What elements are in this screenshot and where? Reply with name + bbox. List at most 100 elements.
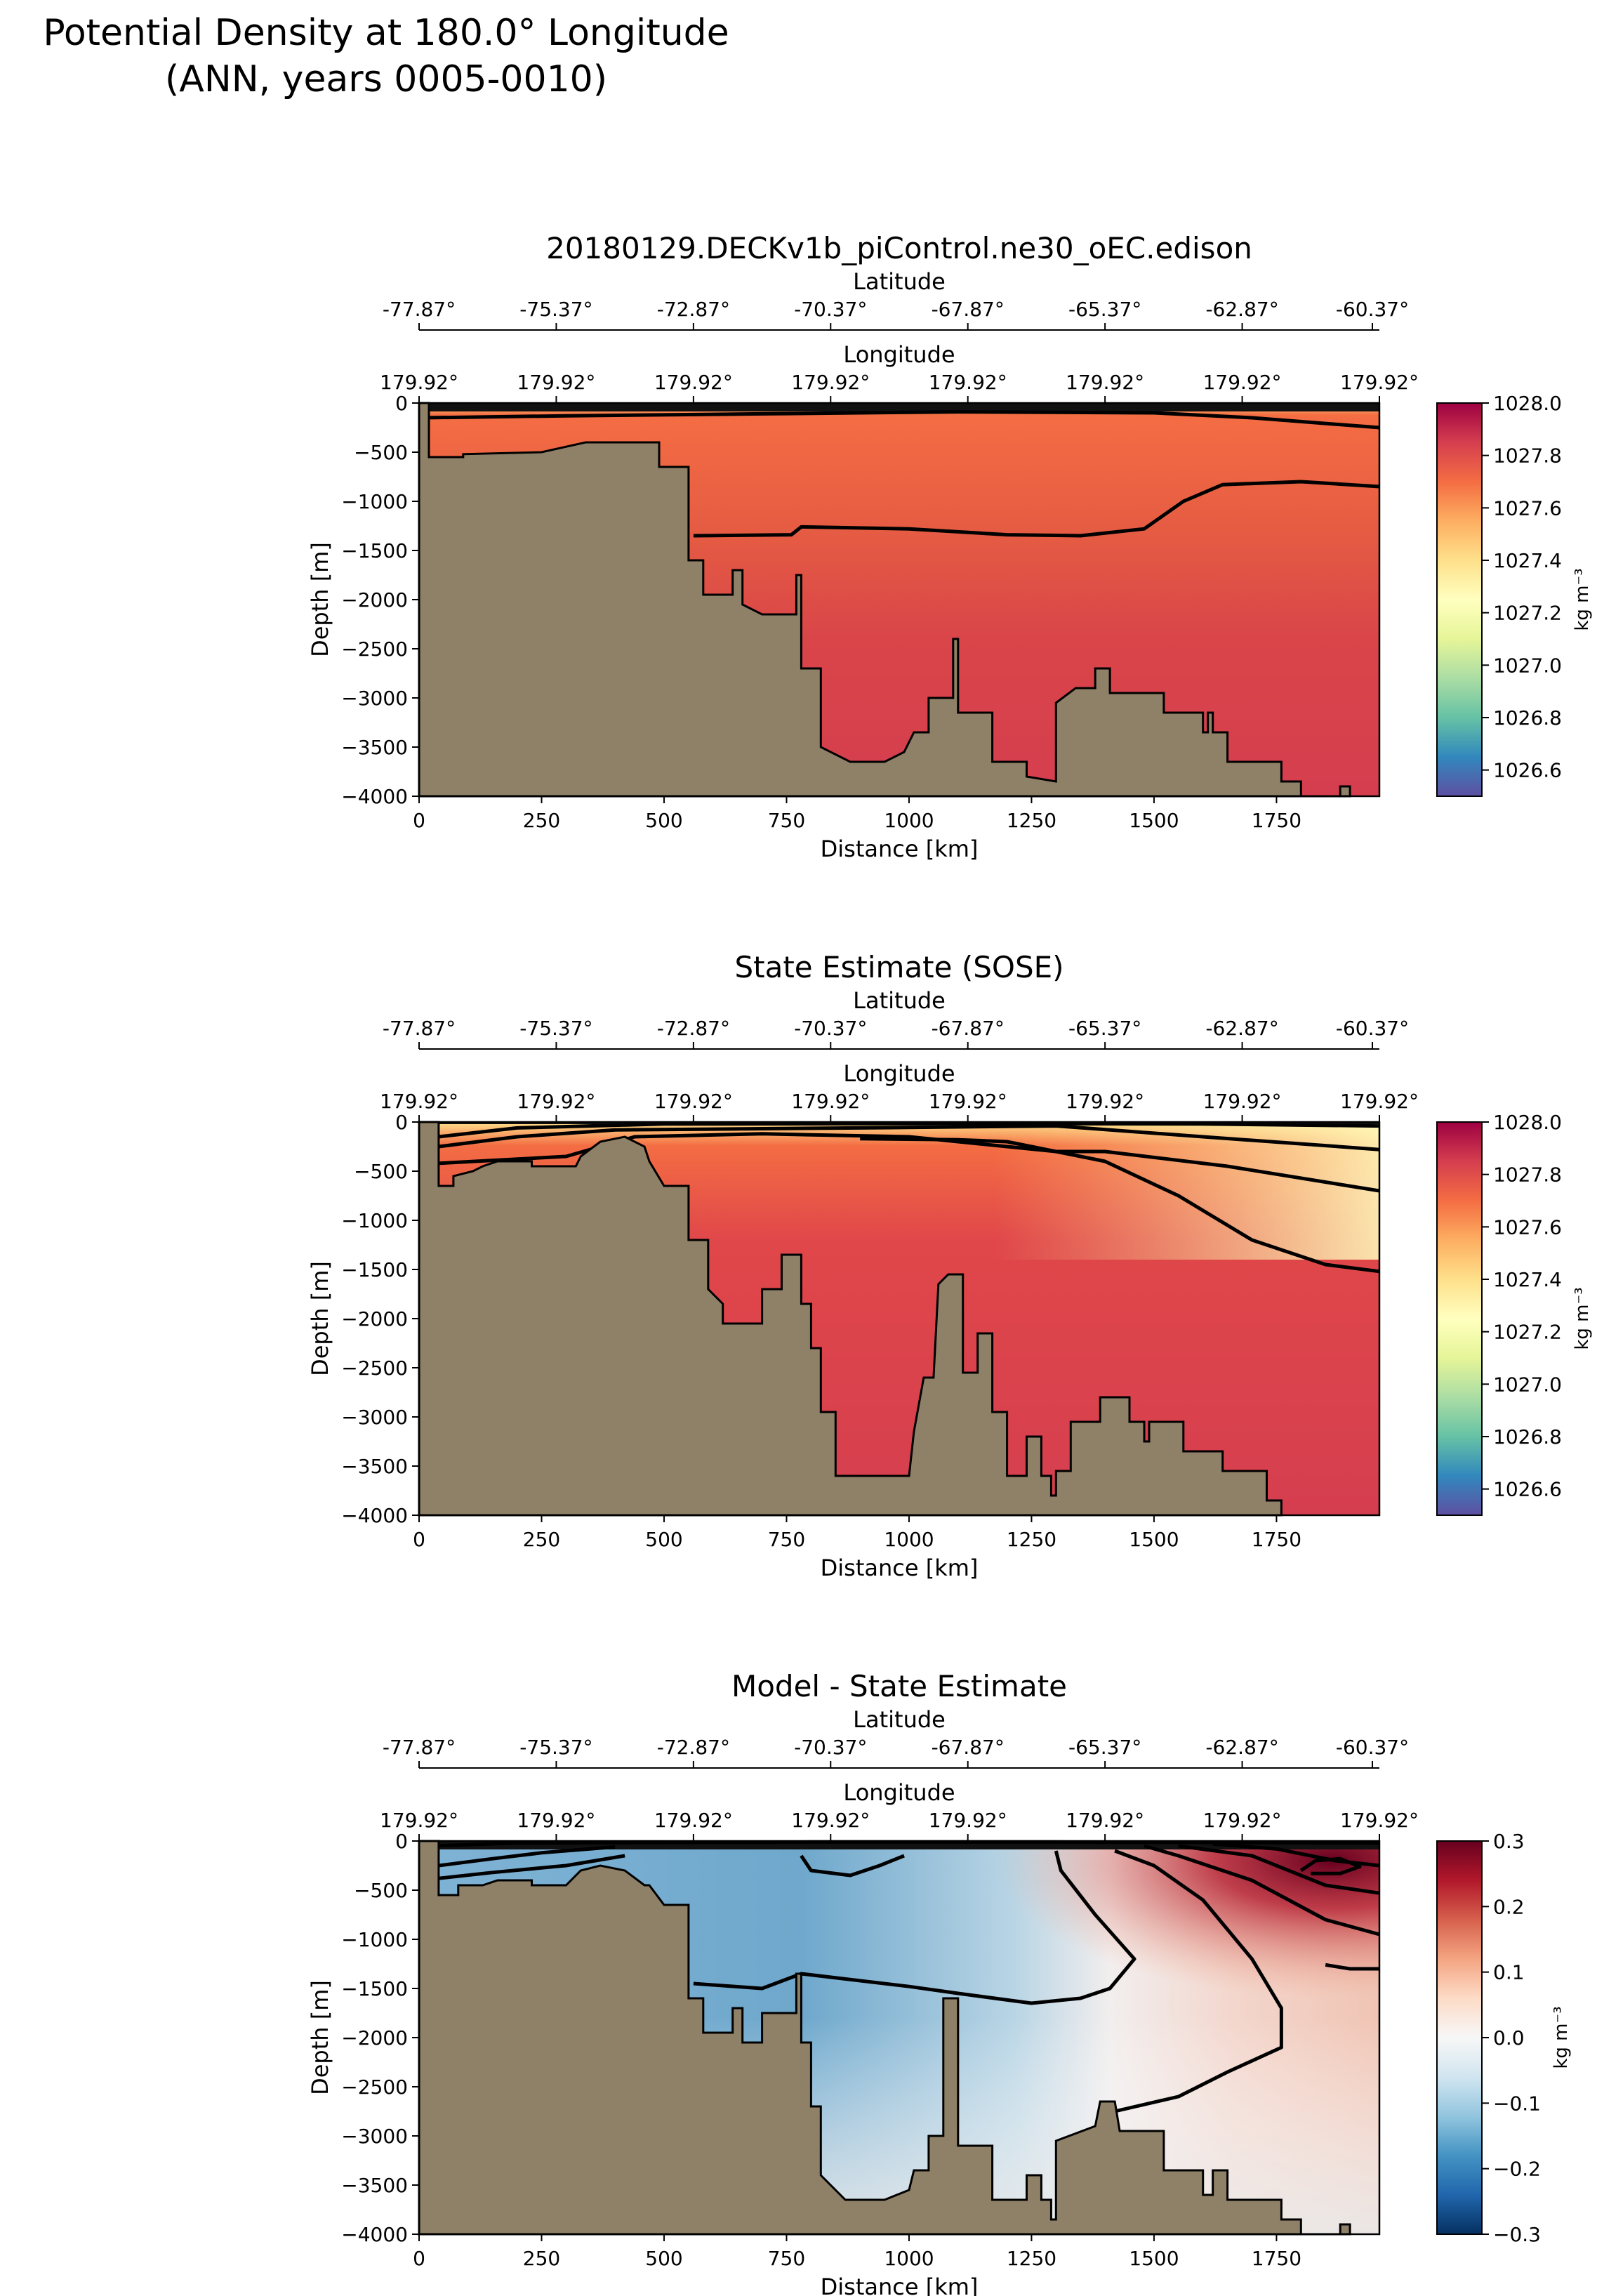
lat-tick-label: -65.37° — [1068, 1017, 1141, 1040]
lon-tick-label: 179.92° — [654, 1809, 733, 1832]
lat-tick-label: -62.87° — [1205, 1017, 1278, 1040]
contour-line — [1144, 1844, 1380, 1937]
x-tick-label: 1000 — [884, 2247, 934, 2270]
lat-tick-label: -72.87° — [657, 298, 730, 321]
lon-tick-label: 179.92° — [654, 371, 733, 394]
y-tick-label: −2000 — [341, 1307, 408, 1331]
colorbar-tick-label: 0.3 — [1493, 1830, 1525, 1853]
y-tick-label: −3000 — [341, 1406, 408, 1429]
x-tick-label: 500 — [645, 809, 682, 832]
x-tick-label: 750 — [768, 809, 805, 832]
colorbar-tick-label: −0.1 — [1493, 2092, 1541, 2115]
colorbar-tick-label: 1027.4 — [1493, 1268, 1562, 1291]
contour-line — [438, 1854, 625, 1880]
lon-tick-label: 179.92° — [1066, 371, 1144, 394]
lat-tick-label: -70.37° — [794, 298, 867, 321]
y-tick-label: −4000 — [341, 1504, 408, 1527]
colorbar-tick-label: 1027.2 — [1493, 1321, 1562, 1344]
colorbar-label: kg m⁻³ — [1572, 568, 1593, 631]
colorbar-tick-label: −0.2 — [1493, 2158, 1541, 2181]
panel-1: 0 250 500 750 1000 1250 1500 1750 Distance [km] 0… — [307, 231, 1593, 862]
lon-tick-label: 179.92° — [929, 1809, 1007, 1832]
contour-line — [438, 1124, 1380, 1152]
x-tick-label: 1500 — [1129, 2247, 1179, 2270]
colorbar-label: kg m⁻³ — [1551, 2006, 1572, 2069]
colorbar-tick-label: 0.1 — [1493, 1961, 1525, 1984]
colorbar-tick-label: 1028.0 — [1493, 1111, 1562, 1134]
y-tick-label: −500 — [354, 1879, 408, 1902]
colorbar-tick-label: 1027.0 — [1493, 654, 1562, 677]
panel-title: State Estimate (SOSE) — [734, 950, 1063, 984]
y-tick-label: −2500 — [341, 2076, 408, 2099]
lon-tick-label: 179.92° — [380, 1809, 458, 1832]
colorbar-tick-label: 1027.2 — [1493, 602, 1562, 625]
y-tick-label: −1500 — [341, 1977, 408, 2000]
x-tick-label: 1500 — [1129, 809, 1179, 832]
colorbar-tick-label: 1026.8 — [1493, 1425, 1562, 1449]
y-tick-label: −3000 — [341, 2125, 408, 2148]
lat-tick-label: -65.37° — [1068, 298, 1141, 321]
colorbar-tick-label: 1027.6 — [1493, 496, 1562, 520]
lon-tick-label: 179.92° — [1340, 1090, 1419, 1113]
lat-axis-label: Latitude — [853, 268, 946, 295]
lon-axis-label: Longitude — [843, 1779, 955, 1806]
y-tick-label: −500 — [354, 1160, 408, 1183]
y-tick-label: −4000 — [341, 2223, 408, 2246]
panel-3: 0 250 500 750 1000 1250 1500 1750 Distance [km] 0… — [307, 1669, 1572, 2296]
lon-tick-label: 179.92° — [654, 1090, 733, 1113]
x-tick-label: 750 — [768, 2247, 805, 2270]
lat-tick-label: -70.37° — [794, 1017, 867, 1040]
y-tick-label: −1500 — [341, 539, 408, 562]
contour-line — [1178, 1844, 1380, 1895]
bathymetry — [418, 1121, 1283, 1517]
lat-axis-label: Latitude — [853, 1706, 946, 1733]
lon-tick-label: 179.92° — [380, 371, 458, 394]
y-tick-label: −2000 — [341, 2026, 408, 2050]
lon-tick-label: 179.92° — [1203, 1090, 1282, 1113]
x-tick-label: 1750 — [1252, 1528, 1301, 1551]
x-tick-label: 1000 — [884, 1528, 934, 1551]
panel-title: Model - State Estimate — [731, 1669, 1067, 1703]
colorbar-tick-label: 1026.6 — [1493, 1478, 1562, 1501]
panel-2: 0 250 500 750 1000 1250 1500 1750 Distance [km] 0… — [307, 950, 1593, 1581]
colorbar-tick-label: 0.2 — [1493, 1895, 1525, 1918]
panel-title: 20180129.DECKv1b_piControl.ne30_oEC.edis… — [546, 231, 1252, 265]
y-tick-label: −2000 — [341, 588, 408, 612]
lat-tick-label: -60.37° — [1336, 1017, 1409, 1040]
lon-axis-label: Longitude — [843, 341, 955, 368]
lat-tick-label: -77.87° — [383, 298, 456, 321]
x-tick-label: 1000 — [884, 809, 934, 832]
lat-tick-label: -60.37° — [1336, 1736, 1409, 1759]
surface-band — [419, 403, 1379, 411]
colorbar-label: kg m⁻³ — [1572, 1287, 1593, 1350]
y-tick-label: 0 — [395, 392, 408, 415]
lat-tick-label: -62.87° — [1205, 298, 1278, 321]
lon-tick-label: 179.92° — [1066, 1090, 1144, 1113]
y-tick-label: 0 — [395, 1111, 408, 1134]
x-tick-label: 500 — [645, 1528, 682, 1551]
colorbar-tick-label: 1027.0 — [1493, 1373, 1562, 1396]
contour-line — [1325, 1962, 1379, 1971]
x-tick-label: 1750 — [1252, 809, 1301, 832]
lat-tick-label: -72.87° — [657, 1017, 730, 1040]
lat-tick-label: -75.37° — [519, 1736, 592, 1759]
x-tick-label: 500 — [645, 2247, 682, 2270]
lon-tick-label: 179.92° — [1203, 371, 1282, 394]
lon-tick-label: 179.92° — [929, 371, 1007, 394]
colorbar — [1436, 1840, 1483, 2235]
x-tick-label: 250 — [523, 809, 560, 832]
contour-line — [428, 1840, 1380, 1848]
contour-line — [800, 1854, 905, 1878]
x-tick-label: 0 — [413, 2247, 425, 2270]
lat-axis-label: Latitude — [853, 987, 946, 1014]
x-tick-label: 750 — [768, 1528, 805, 1551]
colorbar-tick-label: −0.3 — [1493, 2223, 1541, 2246]
lat-tick-label: -65.37° — [1068, 1736, 1141, 1759]
y-tick-label: −3500 — [341, 736, 408, 759]
lon-tick-label: 179.92° — [791, 371, 870, 394]
colorbar — [1436, 1121, 1483, 1516]
lon-tick-label: 179.92° — [1066, 1809, 1144, 1832]
colorbar-tick-label: 1026.6 — [1493, 759, 1562, 782]
y-tick-label: −2500 — [341, 1357, 408, 1380]
